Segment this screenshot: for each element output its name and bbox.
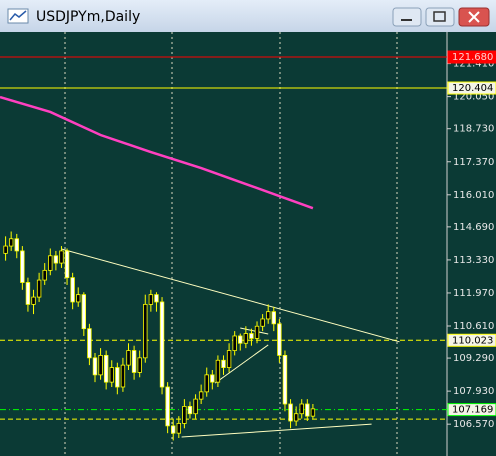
y-tick-label: 118.730 (453, 124, 494, 135)
candle-body (148, 294, 154, 305)
period-separators (64, 32, 398, 456)
candle-body (137, 357, 142, 373)
candle-body (120, 364, 126, 388)
candle-body (3, 245, 8, 254)
close-button[interactable] (458, 7, 490, 27)
candle-body (176, 423, 181, 434)
candle-body (115, 367, 120, 388)
maximize-button[interactable] (425, 7, 455, 27)
candle-body (210, 374, 215, 383)
y-tick-label: 117.370 (453, 157, 494, 168)
y-tick-label: 120.050 (453, 92, 494, 103)
candle-body (293, 413, 299, 422)
candle-body (143, 303, 148, 359)
price-level-box (447, 403, 496, 417)
candle-body (81, 294, 87, 330)
candle-body (25, 282, 31, 305)
candle-body (288, 403, 293, 422)
candle-body (42, 269, 47, 281)
candle-body (14, 238, 19, 252)
candle-body (187, 406, 193, 415)
candle-body (305, 403, 310, 417)
candle-body (31, 296, 36, 305)
price-level-label: 121.680 (452, 52, 493, 63)
price-level-label: 120.404 (452, 83, 493, 94)
candle-body (171, 425, 176, 434)
candle-body (131, 350, 137, 373)
candle-body (103, 355, 109, 383)
candle-body (226, 350, 232, 368)
trendline (181, 423, 372, 438)
candle-body (204, 374, 209, 393)
candle-body (260, 318, 265, 327)
price-level-label: 107.169 (452, 405, 493, 416)
candle-body (154, 294, 159, 303)
candle-body (277, 323, 282, 356)
candle-body (265, 311, 271, 320)
candle-body (59, 250, 64, 264)
candle-body (221, 359, 226, 368)
candle-body (20, 250, 25, 283)
window-icon-graph (9, 10, 27, 21)
candle-body (182, 406, 187, 424)
candle-body (310, 408, 316, 417)
candle-body (70, 277, 75, 303)
candle-body (232, 335, 237, 351)
candle-body (243, 333, 249, 344)
candle-body (92, 357, 98, 376)
price-level-box (447, 333, 496, 347)
candle-body (271, 311, 276, 325)
candle-body (165, 386, 170, 427)
candle-body (8, 238, 14, 247)
y-tick-label: 110.610 (453, 321, 494, 332)
y-tick-label: 121.410 (453, 59, 494, 70)
candle-body (159, 301, 165, 388)
candle-body (98, 355, 103, 376)
candle-body (299, 403, 304, 415)
candle-body (64, 250, 70, 279)
candle-body (53, 255, 59, 264)
price-level-box (447, 50, 496, 64)
moving-average (0, 95, 314, 210)
y-tick-label: 106.570 (453, 419, 494, 430)
candle-body (215, 359, 221, 383)
candle-body (238, 335, 243, 344)
y-tick-label: 116.010 (453, 190, 494, 201)
y-tick-label: 113.330 (453, 255, 494, 266)
candle-body (87, 328, 92, 359)
trendline (61, 248, 400, 343)
candle-body (282, 355, 288, 405)
candle-body (193, 398, 198, 415)
y-tick-label: 109.290 (453, 353, 494, 364)
trendline (214, 344, 269, 384)
minimize-button[interactable] (392, 7, 422, 27)
plot-background (0, 32, 496, 456)
candle-body (76, 294, 81, 303)
y-tick-label: 111.970 (453, 288, 494, 299)
candle-body (109, 367, 114, 383)
window-title: USDJPYm,Daily (36, 9, 140, 25)
candle-body (254, 325, 260, 339)
candle-body (198, 391, 204, 400)
y-tick-label: 114.690 (453, 222, 494, 233)
price-level-label: 110.023 (452, 335, 493, 346)
trendline (240, 327, 269, 335)
candle-body (249, 333, 254, 339)
price-level-box (447, 81, 496, 95)
y-tick-label: 107.930 (453, 386, 494, 397)
candle-body (36, 279, 42, 298)
candle-body (126, 350, 131, 366)
candle-body (48, 255, 53, 271)
